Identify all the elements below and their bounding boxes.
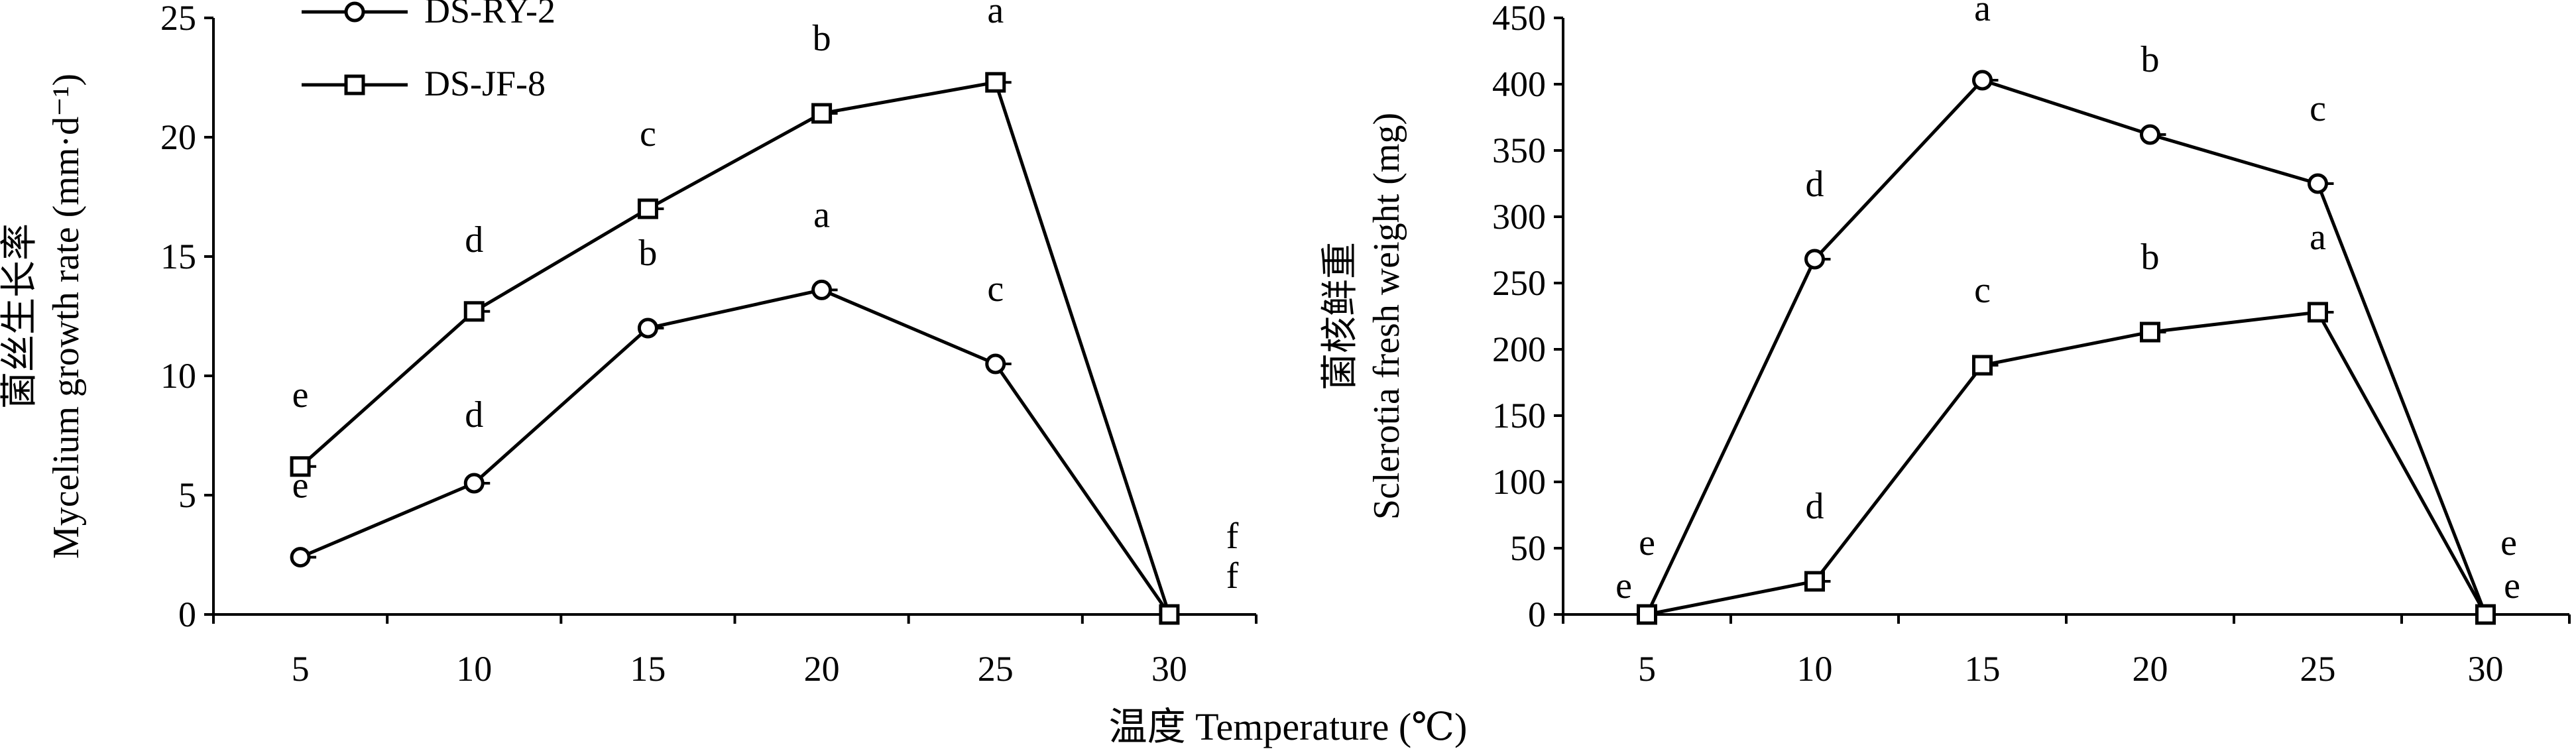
data-point-square (1972, 355, 1993, 376)
significance-letter: d (465, 394, 483, 435)
significance-letter: b (813, 18, 831, 59)
significance-letter: f (1226, 516, 1239, 557)
series-ds-jf-8: e d c b a e (1637, 217, 2520, 625)
significance-letter: b (2141, 237, 2160, 278)
x-tick-label: 30 (1151, 649, 1187, 689)
y-tick-label: 0 (1528, 595, 1546, 634)
x-tick-label: 20 (2133, 649, 2168, 689)
significance-letter: a (1974, 0, 1991, 29)
y-tick-label: 100 (1492, 462, 1546, 502)
y-tick-label: 400 (1492, 64, 1546, 104)
significance-letter: a (987, 0, 1004, 31)
data-point-square (463, 301, 485, 322)
left-chart-panel: 0 5 10 15 20 25 5 10 15 20 25 30 菌丝生长率 Mycelium growt… (0, 0, 1258, 689)
significance-letter: a (2310, 217, 2326, 258)
data-point-circle (811, 279, 833, 300)
significance-letter: c (640, 113, 656, 154)
shared-x-axis-label: 温度 Temperature (℃) (1109, 705, 1468, 748)
legend-label-ds-ry-2: DS-RY-2 (424, 0, 556, 30)
data-point-square (2475, 604, 2496, 625)
series-line (1645, 78, 2487, 616)
significance-letter: b (638, 233, 657, 274)
series-ds-jf-8: e d c b a f (290, 0, 1239, 625)
legend-square-marker (344, 74, 365, 95)
series-line (1647, 310, 2487, 616)
data-point-square (2140, 321, 2160, 343)
significance-letter: d (1806, 164, 1824, 205)
y-tick-label: 25 (160, 0, 196, 38)
data-point-circle (1972, 70, 1993, 91)
significance-letter: e (1639, 522, 1655, 563)
series-ds-ry-2: e d a b c e (1615, 0, 2517, 625)
x-tick-label: 30 (2468, 649, 2504, 689)
x-tick-label: 10 (1797, 649, 1833, 689)
significance-letter: c (1974, 270, 1991, 311)
x-tick-label: 20 (804, 649, 840, 689)
significance-letter: d (465, 219, 483, 261)
y-tick-label: 15 (160, 237, 196, 276)
data-point-square (1159, 604, 1180, 625)
x-tick-label: 5 (1638, 649, 1656, 689)
y-axis-label-en: Sclerotia fresh weight (mg) (1366, 113, 1407, 520)
x-tick-label: 25 (2300, 649, 2336, 689)
y-tick-label: 300 (1492, 197, 1546, 237)
y-tick-label: 200 (1492, 329, 1546, 369)
data-point-square (2308, 302, 2328, 323)
significance-letter: b (2141, 39, 2160, 80)
data-point-circle (1804, 249, 1825, 270)
series-line (299, 80, 1171, 615)
series-ds-ry-2: e d b a c f (290, 194, 1239, 625)
y-tick-label: 5 (178, 475, 196, 515)
x-tick-label: 15 (630, 649, 666, 689)
significance-letter: d (1806, 486, 1824, 527)
series-line (300, 288, 1171, 616)
significance-letter: c (987, 268, 1004, 310)
x-tick-label: 25 (978, 649, 1014, 689)
significance-letter: a (813, 194, 830, 235)
y-tick-label: 10 (160, 356, 196, 396)
legend-item-ds-jf-8: DS-JF-8 (302, 64, 546, 103)
legend-circle-marker (344, 1, 365, 23)
y-tick-label: 150 (1492, 396, 1546, 435)
y-axis-label-cn: 菌核鲜重 (1320, 242, 1361, 390)
significance-letter: e (2500, 522, 2517, 563)
data-point-circle (2140, 124, 2160, 145)
significance-letter: c (2310, 88, 2326, 129)
data-point-circle (463, 473, 485, 494)
significance-letter: f (1226, 555, 1239, 597)
significance-letter: e (292, 375, 309, 416)
y-tick-label: 450 (1492, 0, 1546, 38)
y-tick-label: 250 (1492, 263, 1546, 303)
significance-letter: e (2504, 565, 2520, 607)
data-point-square (290, 456, 311, 477)
right-chart-panel: 0 50 100 150 200 250 300 350 400 450 5 10 15 20 25 30 菌核… (1320, 0, 2571, 689)
data-point-square (985, 72, 1006, 93)
data-point-circle (637, 318, 658, 339)
legend: DS-RY-2 DS-JF-8 (302, 0, 556, 103)
data-point-circle (290, 547, 311, 568)
legend-label-ds-jf-8: DS-JF-8 (424, 64, 546, 103)
x-tick-label: 15 (1965, 649, 2001, 689)
data-point-circle (985, 353, 1006, 375)
y-tick-label: 0 (178, 595, 196, 634)
y-axis-label-en: Mycelium growth rate (mm·d⁻¹) (46, 74, 87, 559)
y-tick-label: 50 (1510, 528, 1546, 568)
x-tick-label: 10 (456, 649, 492, 689)
data-point-square (1804, 571, 1825, 592)
legend-item-ds-ry-2: DS-RY-2 (302, 0, 556, 30)
data-point-square (637, 198, 658, 219)
x-tick-label: 5 (292, 649, 310, 689)
data-point-square (811, 103, 833, 124)
y-axis-label-cn: 菌丝生长率 (0, 223, 40, 409)
data-point-square (1637, 604, 1657, 625)
y-tick-label: 20 (160, 117, 196, 157)
data-point-circle (2308, 173, 2328, 194)
significance-letter: e (1615, 565, 1632, 607)
y-tick-label: 350 (1492, 131, 1546, 170)
